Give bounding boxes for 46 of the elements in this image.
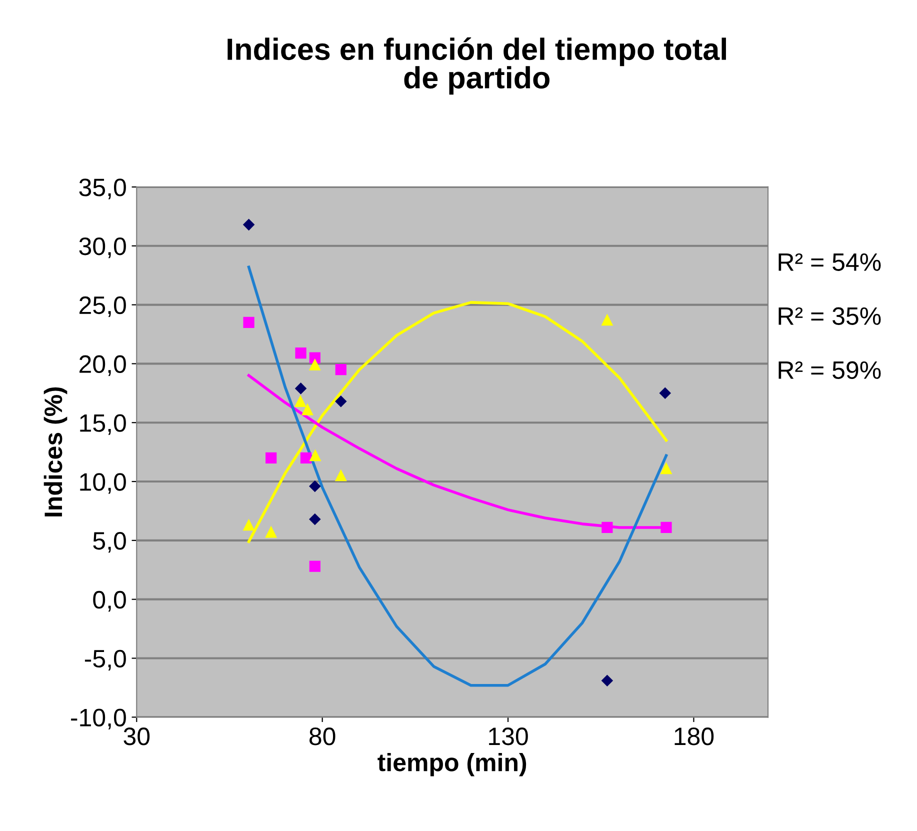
point [243,219,254,230]
point [660,388,671,399]
point [309,359,320,370]
y-tick-label: 15,0 [80,414,126,435]
text: R² = 54% [778,253,881,271]
y-tick-label: 20,0 [80,355,126,376]
y-tick-label: -10,0 [71,708,126,730]
x-axis-title: tiempo (min) [378,752,526,776]
point [295,348,306,359]
y-tick-label: 25,0 [80,296,126,318]
point [302,404,314,416]
point [335,396,346,408]
y-tick-label: 30,0 [79,237,126,258]
x-tick-label: 30 [124,728,150,746]
point [243,316,254,328]
point [335,364,346,376]
point [309,560,320,572]
point [660,463,672,474]
text: R² = 35% [778,307,881,325]
x-tick-label: 80 [310,728,336,746]
y-tick-label: 0,0 [93,590,126,612]
point [660,522,672,534]
y-tick-label: 5,0 [93,532,126,553]
point [295,382,306,394]
text: R² = 59% [778,361,881,379]
point [602,314,613,326]
chart-title: Indices en función del tiempo total de partido [228,37,726,95]
line-series [247,301,668,543]
point [602,522,613,534]
point [266,452,277,464]
point [309,514,321,525]
point [294,396,306,407]
y-tick-label: -5,0 [84,650,126,670]
point [266,526,277,538]
y-tick-label: 35,0 [79,178,126,200]
point [602,675,613,686]
point [243,520,254,531]
point [335,470,346,482]
x-tick-label: 180 [674,728,714,746]
y-tick-label: 10,0 [80,473,126,494]
y-axis-title: Indices (%) [44,387,68,516]
line-series [247,266,668,687]
x-tick-label: 130 [489,728,528,746]
point [310,450,321,462]
point [300,452,312,464]
point [309,480,321,492]
